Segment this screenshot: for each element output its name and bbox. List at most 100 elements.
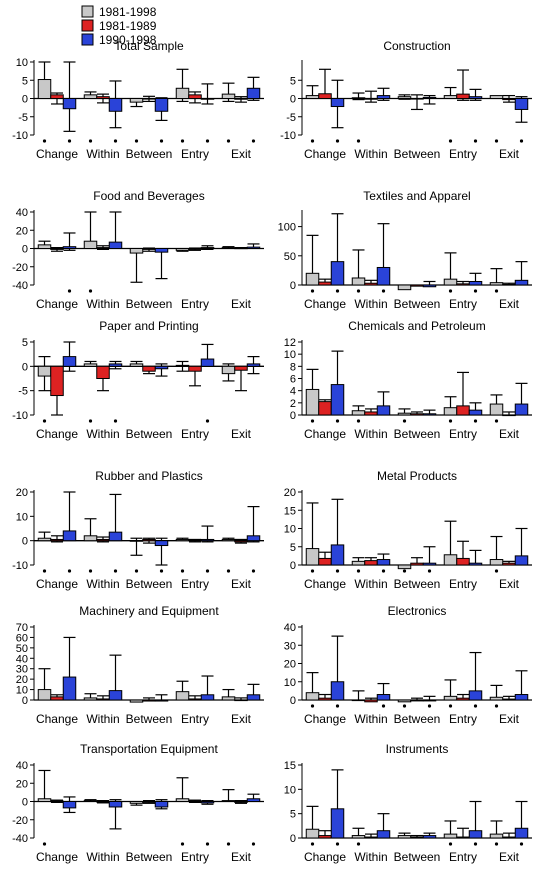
x-category-label: Change bbox=[304, 147, 346, 161]
bar bbox=[410, 413, 424, 416]
y-tick-label: 5 bbox=[290, 809, 296, 821]
legend-swatch bbox=[81, 33, 94, 46]
bar bbox=[318, 93, 332, 99]
bar bbox=[175, 87, 190, 99]
bar bbox=[37, 689, 52, 701]
x-category-label: Between bbox=[126, 712, 173, 726]
bar bbox=[502, 283, 516, 286]
chart-title: Paper and Printing bbox=[99, 319, 198, 333]
bar bbox=[200, 694, 215, 701]
bar bbox=[108, 241, 123, 250]
y-tick-label: 0 bbox=[290, 410, 296, 422]
bar bbox=[305, 692, 320, 701]
bar bbox=[376, 266, 391, 286]
legend-swatch bbox=[81, 5, 94, 18]
y-tick-label: 0 bbox=[22, 94, 28, 106]
bar bbox=[221, 696, 236, 701]
bar bbox=[376, 405, 391, 416]
chart-title: Instruments bbox=[386, 742, 449, 756]
bar bbox=[234, 801, 248, 803]
y-tick-label: 20 bbox=[16, 225, 28, 237]
bar bbox=[50, 696, 64, 701]
significance-dot bbox=[335, 289, 340, 293]
significance-dot bbox=[310, 704, 315, 708]
x-category-label: Exit bbox=[231, 850, 252, 864]
x-category-label: Between bbox=[126, 577, 173, 591]
significance-dot bbox=[356, 289, 361, 293]
y-tick-label: 20 bbox=[284, 659, 296, 671]
x-category-label: Entry bbox=[449, 850, 477, 864]
x-category-label: Entry bbox=[181, 147, 209, 161]
significance-dot bbox=[448, 842, 453, 846]
significance-dot bbox=[42, 842, 47, 846]
x-category-label: Entry bbox=[181, 712, 209, 726]
bar bbox=[468, 409, 483, 416]
y-tick-label: 6 bbox=[290, 374, 296, 386]
y-tick-label: 0 bbox=[290, 695, 296, 707]
y-tick-label: -5 bbox=[18, 112, 28, 124]
x-category-label: Within bbox=[86, 850, 119, 864]
y-tick-label: 10 bbox=[284, 677, 296, 689]
bar bbox=[364, 560, 378, 566]
bar bbox=[422, 284, 437, 288]
bar bbox=[175, 248, 190, 251]
y-tick-label: 10 bbox=[16, 57, 28, 69]
chart-panel: Electronics 40 30 20 10 0 Change Within Between E… bbox=[284, 604, 532, 726]
significance-dot bbox=[134, 139, 139, 143]
bar bbox=[142, 538, 156, 542]
bar bbox=[62, 530, 77, 542]
bar bbox=[154, 98, 169, 112]
y-tick-label: -10 bbox=[12, 410, 28, 422]
bar bbox=[422, 562, 437, 566]
x-category-label: Within bbox=[354, 850, 387, 864]
bar bbox=[50, 538, 64, 542]
x-category-label: Change bbox=[36, 297, 78, 311]
y-tick-label: 50 bbox=[284, 251, 296, 263]
significance-dot bbox=[381, 289, 386, 293]
bar bbox=[108, 363, 123, 367]
x-category-label: Exit bbox=[231, 577, 252, 591]
bar bbox=[108, 690, 123, 701]
bar bbox=[246, 694, 261, 701]
y-tick-label: 10 bbox=[284, 784, 296, 796]
chart-title: Textiles and Apparel bbox=[363, 189, 470, 203]
y-tick-label: 20 bbox=[16, 674, 28, 686]
significance-dot bbox=[180, 569, 185, 573]
significance-dot bbox=[88, 289, 93, 293]
bar bbox=[50, 248, 64, 250]
bar bbox=[234, 98, 248, 100]
significance-dot bbox=[180, 842, 185, 846]
bar bbox=[489, 403, 504, 416]
bar bbox=[443, 95, 458, 100]
chart-title: Food and Beverages bbox=[93, 189, 204, 203]
bar bbox=[50, 365, 64, 397]
bar bbox=[129, 699, 144, 703]
significance-dot bbox=[356, 842, 361, 846]
bar bbox=[456, 405, 470, 416]
y-tick-label: 8 bbox=[290, 361, 296, 373]
bar bbox=[364, 411, 378, 416]
x-category-label: Entry bbox=[181, 427, 209, 441]
legend-label: 1981-1989 bbox=[99, 19, 157, 33]
x-category-label: Exit bbox=[499, 297, 520, 311]
significance-dot bbox=[67, 289, 72, 293]
bar bbox=[108, 801, 123, 808]
x-category-label: Within bbox=[86, 297, 119, 311]
x-category-label: Exit bbox=[231, 147, 252, 161]
chart-title: Machinery and Equipment bbox=[79, 604, 219, 618]
bar bbox=[305, 272, 320, 286]
x-category-label: Change bbox=[304, 712, 346, 726]
y-tick-label: 0 bbox=[22, 695, 28, 707]
bar bbox=[175, 798, 190, 803]
bar bbox=[502, 562, 516, 566]
bar bbox=[234, 699, 248, 702]
chart-panel: Transportation Equipment 40 20 0 -20 -40 Chang… bbox=[12, 742, 264, 864]
significance-dot bbox=[42, 139, 47, 143]
bar bbox=[330, 98, 345, 108]
y-tick-label: 5 bbox=[22, 337, 28, 349]
bar bbox=[318, 697, 332, 701]
chart-panel: Construction 5 0 -5 -10 Change Within Between En… bbox=[280, 39, 532, 161]
bar bbox=[142, 801, 156, 803]
bar bbox=[456, 697, 470, 701]
